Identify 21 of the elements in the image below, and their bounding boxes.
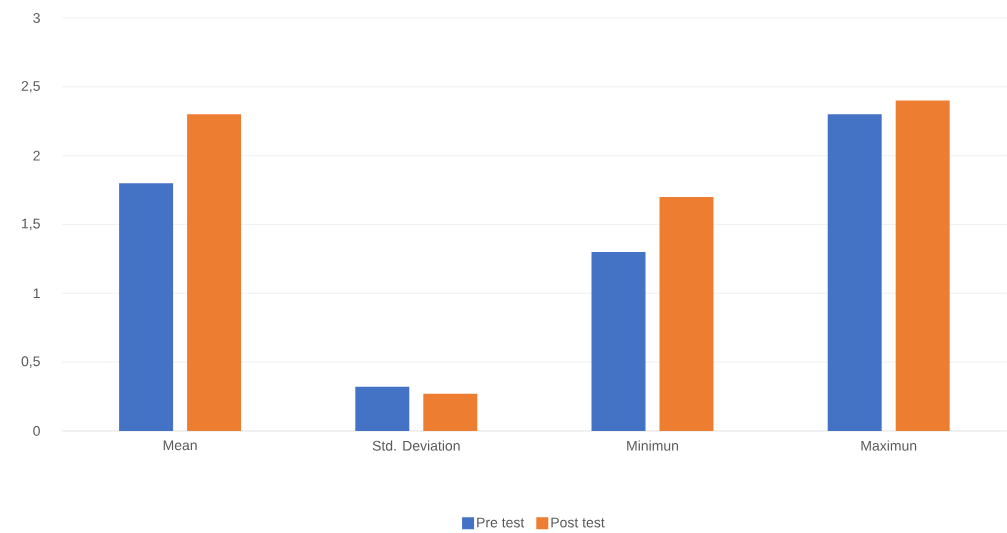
x-tick-label: Minimun xyxy=(627,440,679,451)
y-tick-label: 1 xyxy=(33,288,40,299)
y-tick-label: 0,5 xyxy=(21,356,40,368)
bar xyxy=(187,114,242,432)
y-tick-label: 2 xyxy=(33,150,40,161)
y-tick-label: 1,5 xyxy=(22,218,40,231)
y-tick-label: 2,5 xyxy=(21,81,40,93)
bar xyxy=(423,393,478,432)
x-tick-label: Maximun xyxy=(861,440,917,451)
bar xyxy=(895,100,950,432)
bar xyxy=(827,114,882,432)
legend-label: Post test xyxy=(551,517,605,528)
bar xyxy=(591,252,646,432)
x-tick-label: Mean xyxy=(163,440,197,451)
bar xyxy=(355,386,410,432)
bar xyxy=(659,197,714,432)
x-tick-label: Std. Deviation xyxy=(372,440,460,451)
legend-label: Pre test xyxy=(477,517,525,528)
y-tick-label: 0 xyxy=(33,426,40,436)
y-tick-label: 3 xyxy=(33,13,40,24)
bar xyxy=(119,183,174,432)
